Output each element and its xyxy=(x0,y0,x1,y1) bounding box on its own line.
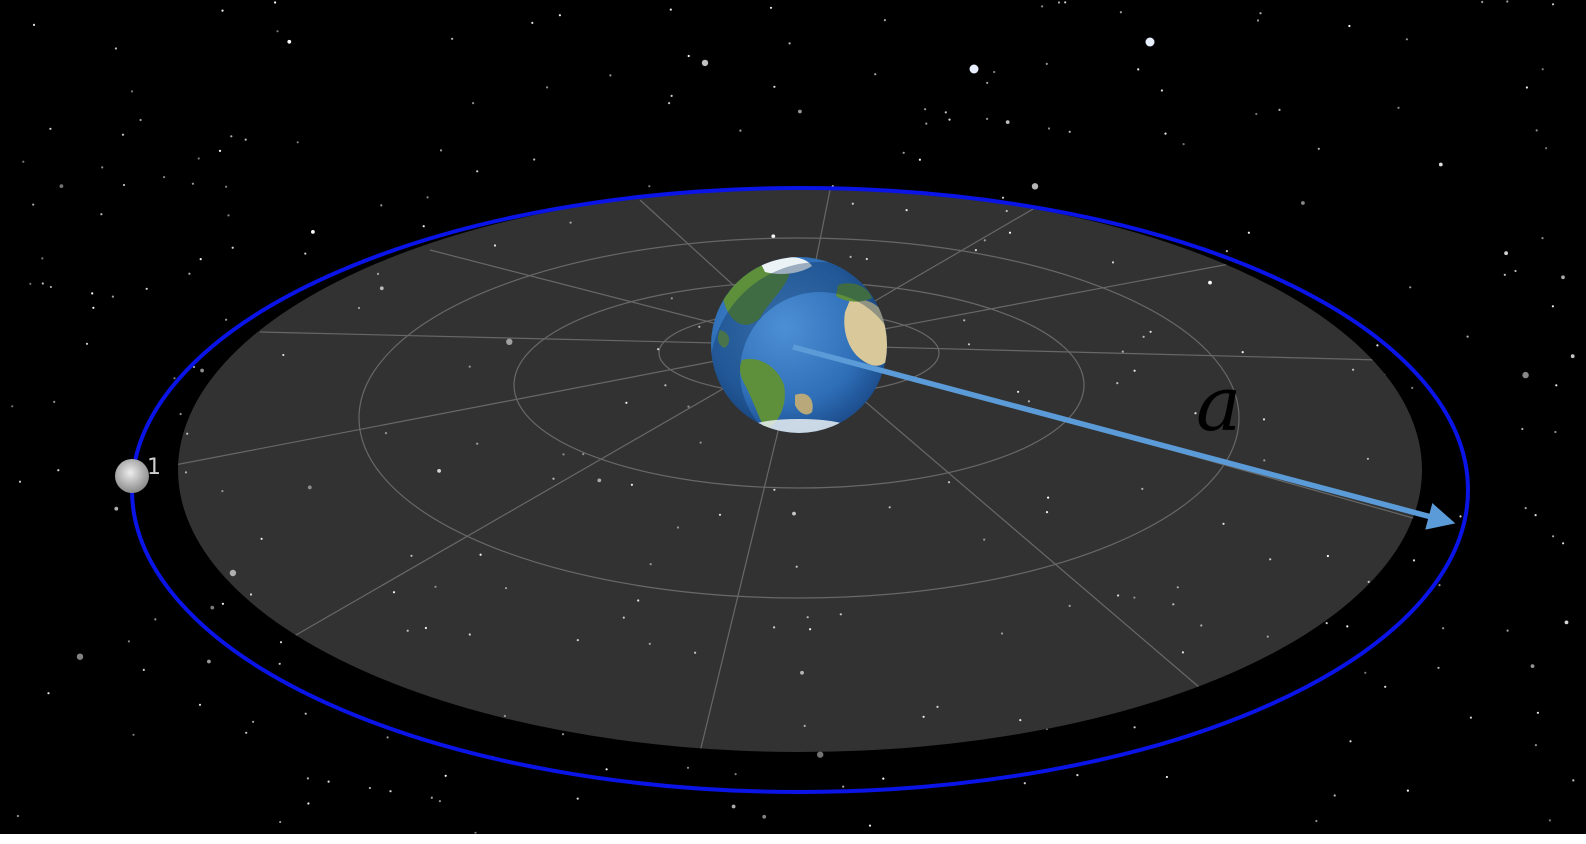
semi-major-axis-arrow xyxy=(792,344,1456,530)
satellite-icon xyxy=(115,459,149,493)
semi-major-axis-label: a xyxy=(1196,359,1241,448)
orbital-plane xyxy=(178,188,1422,752)
satellite-label: 1 xyxy=(147,455,161,480)
earth-globe-icon xyxy=(711,257,887,433)
bottom-frame-edge xyxy=(0,834,1586,844)
